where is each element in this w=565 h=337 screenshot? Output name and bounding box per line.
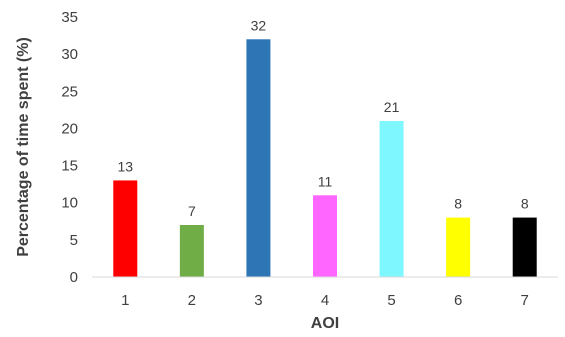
bar-aoi-3 <box>246 39 271 278</box>
data-label: 32 <box>251 17 267 33</box>
data-label: 8 <box>454 196 462 212</box>
x-tick-label: 5 <box>387 292 395 309</box>
x-tick-label: 1 <box>121 292 129 309</box>
x-tick-label: 2 <box>188 292 196 309</box>
y-tick-label: 35 <box>61 9 78 26</box>
data-label: 21 <box>384 99 400 115</box>
bar-aoi-5 <box>379 121 404 277</box>
bars <box>113 39 537 278</box>
y-axis-title: Percentage of time spent (%) <box>15 37 32 257</box>
data-label: 7 <box>188 203 196 219</box>
y-tick-label: 0 <box>70 269 78 286</box>
data-label: 11 <box>318 173 333 189</box>
y-tick-label: 10 <box>61 195 78 212</box>
y-axis: 0 5 10 15 20 25 30 35 <box>61 9 78 286</box>
data-label: 13 <box>117 158 133 174</box>
x-axis-title: AOI <box>311 315 339 332</box>
data-label: 8 <box>521 196 529 212</box>
y-tick-label: 15 <box>61 158 78 175</box>
x-axis: 1 2 3 4 5 6 7 <box>92 276 558 309</box>
y-tick-label: 25 <box>61 83 78 100</box>
bar-aoi-1 <box>113 180 138 277</box>
x-tick-label: 3 <box>254 292 262 309</box>
x-tick-label: 4 <box>321 292 329 309</box>
bar-aoi-6 <box>446 217 471 277</box>
x-tick-label: 6 <box>454 292 462 309</box>
data-labels: 13 7 32 11 21 8 8 <box>117 17 528 219</box>
bar-aoi-7 <box>512 217 537 277</box>
bar-aoi-2 <box>179 225 204 277</box>
y-tick-label: 20 <box>61 120 78 137</box>
bar-aoi-4 <box>313 195 337 277</box>
y-tick-label: 5 <box>70 232 78 249</box>
x-tick-label: 7 <box>521 292 529 309</box>
y-tick-label: 30 <box>61 46 78 63</box>
